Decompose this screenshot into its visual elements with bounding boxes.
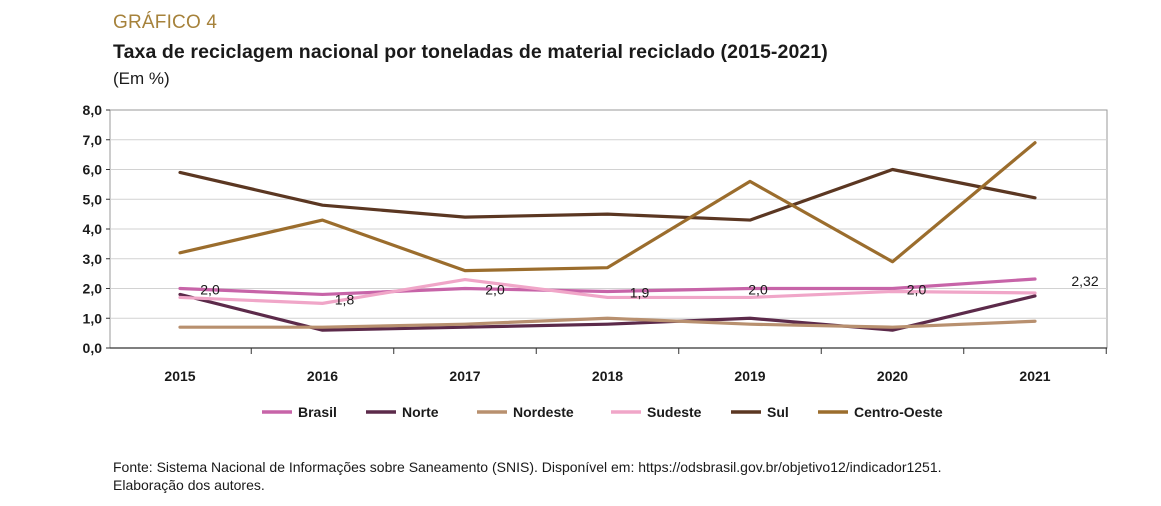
chart-unit: (Em %) bbox=[113, 69, 170, 88]
x-tick-label: 2020 bbox=[877, 368, 908, 384]
series-line-nordeste bbox=[178, 316, 1037, 329]
data-label: 2,0 bbox=[485, 282, 505, 298]
x-tick-label: 2019 bbox=[734, 368, 765, 384]
figure-number: GRÁFICO 4 bbox=[113, 12, 218, 33]
source-line: Fonte: Sistema Nacional de Informações s… bbox=[113, 459, 942, 475]
x-tick-label: 2016 bbox=[307, 368, 338, 384]
y-tick-label: 8,0 bbox=[83, 102, 103, 118]
legend-label: Brasil bbox=[298, 404, 337, 420]
y-tick-label: 6,0 bbox=[83, 162, 103, 178]
source-note: Fonte: Sistema Nacional de Informações s… bbox=[113, 458, 942, 494]
data-label: 2,0 bbox=[907, 282, 927, 298]
credit-line: Elaboração dos autores. bbox=[113, 477, 265, 493]
legend-label: Sudeste bbox=[647, 404, 702, 420]
y-tick-label: 0,0 bbox=[83, 340, 103, 356]
legend-label: Norte bbox=[402, 404, 439, 420]
series-line-centro-oeste bbox=[178, 141, 1037, 273]
series-line-brasil bbox=[178, 277, 1037, 297]
legend-label: Centro-Oeste bbox=[854, 404, 943, 420]
x-tick-label: 2015 bbox=[164, 368, 195, 384]
x-tick-label: 2018 bbox=[592, 368, 623, 384]
legend-label: Sul bbox=[767, 404, 789, 420]
y-tick-label: 4,0 bbox=[83, 221, 103, 237]
data-label: 1,8 bbox=[335, 291, 355, 307]
data-label: 2,0 bbox=[200, 282, 220, 298]
data-label: 2,0 bbox=[748, 282, 768, 298]
legend-label: Nordeste bbox=[513, 404, 574, 420]
data-label: 2,32 bbox=[1071, 273, 1098, 289]
y-tick-label: 5,0 bbox=[83, 191, 103, 207]
series-line-norte bbox=[178, 292, 1037, 332]
x-tick-label: 2017 bbox=[449, 368, 480, 384]
data-label: 1,9 bbox=[630, 284, 650, 300]
series-line-sudeste bbox=[178, 277, 1037, 305]
x-tick-label: 2021 bbox=[1019, 368, 1050, 384]
series-line-sul bbox=[178, 167, 1037, 222]
y-tick-label: 1,0 bbox=[83, 310, 103, 326]
line-chart: 0,0 1,0 2,0 3,0 4,0 5,0 6,0 7,0 8,0 2015 2016 2017 2… bbox=[83, 102, 1108, 420]
y-tick-label: 2,0 bbox=[83, 281, 103, 297]
y-tick-label: 3,0 bbox=[83, 251, 103, 267]
chart-title: Taxa de reciclagem nacional por tonelada… bbox=[113, 41, 828, 63]
y-tick-label: 7,0 bbox=[83, 132, 103, 148]
